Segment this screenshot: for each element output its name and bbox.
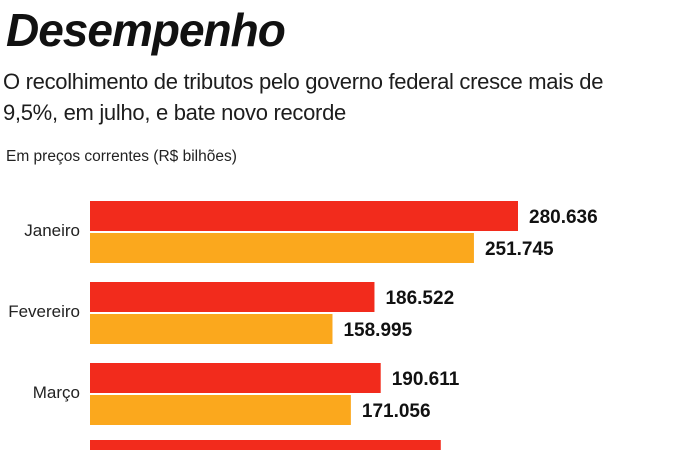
chart-subtitle: O recolhimento de tributos pelo governo … [3,69,604,125]
bar-partial-next [90,440,441,450]
category-label-janeiro: Janeiro [24,221,80,240]
value-label-current-marco: 190.611 [392,369,460,390]
bar-current-fevereiro [90,282,375,312]
units-label: Em preços correntes (R$ bilhões) [6,148,237,165]
bar-previous-janeiro [90,233,474,263]
value-label-previous-janeiro: 251.745 [485,239,554,260]
value-label-previous-fevereiro: 158.995 [343,320,412,341]
value-label-current-janeiro: 280.636 [529,207,598,228]
chart-title: Desempenho [6,4,286,56]
bar-previous-marco [90,395,351,425]
value-label-current-fevereiro: 186.522 [385,288,454,309]
bar-current-marco [90,363,381,393]
bar-previous-fevereiro [90,314,333,344]
category-label-fevereiro: Fevereiro [8,302,80,321]
value-label-previous-marco: 171.056 [362,401,431,422]
bar-current-janeiro [90,201,518,231]
category-label-marco: Março [33,383,80,402]
